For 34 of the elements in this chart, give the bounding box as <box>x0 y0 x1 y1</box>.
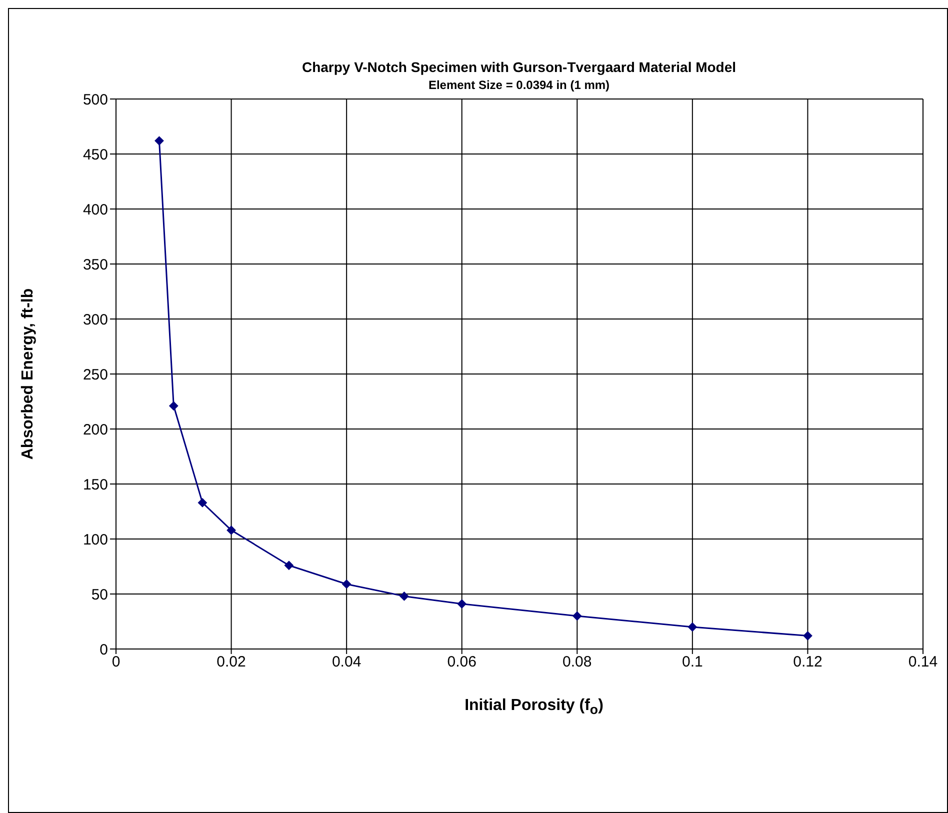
y-axis-title: Absorbed Energy, ft-lb <box>20 288 37 460</box>
y-tick-label: 0 <box>100 641 108 658</box>
x-tick-label: 0.1 <box>682 654 703 671</box>
y-tick-label: 150 <box>82 476 108 494</box>
y-tick-label: 350 <box>82 256 108 274</box>
y-tick-label: 300 <box>82 311 108 328</box>
y-tick-label: 450 <box>82 146 108 164</box>
point <box>284 560 294 570</box>
x-tick-label: 0.04 <box>332 654 362 671</box>
x-tick-label: 0.12 <box>793 654 822 671</box>
chart-subtitle: Element Size = 0.0394 in (1 mm) <box>427 78 611 92</box>
point <box>688 622 697 632</box>
point <box>457 599 466 608</box>
chart-title: Charpy V-Notch Specimen with Gurson-Tvergaard Material Model <box>300 59 738 75</box>
point <box>198 498 207 508</box>
point <box>572 612 582 620</box>
y-tick-label: 50 <box>91 586 108 604</box>
y-tick-label: 250 <box>82 366 108 384</box>
y-tick-label: 200 <box>82 421 108 438</box>
point <box>169 401 178 410</box>
point <box>400 592 409 601</box>
y-tick-label: 100 <box>82 531 108 548</box>
x-tick-label: 0 <box>112 654 120 671</box>
y-tick-label: 400 <box>82 201 108 218</box>
point <box>226 526 236 535</box>
point <box>154 136 164 146</box>
x-axis-title: Initial Porosity (f$_{o}$) <box>464 697 604 718</box>
x-tick-label: 0.08 <box>562 654 592 671</box>
x-tick-label: 0.02 <box>216 654 246 671</box>
point <box>342 580 352 589</box>
y-tick-label: 500 <box>82 91 108 108</box>
x-tick-label: 0.06 <box>447 654 476 671</box>
x-tick-label: 0.14 <box>908 654 938 671</box>
point <box>803 631 812 640</box>
